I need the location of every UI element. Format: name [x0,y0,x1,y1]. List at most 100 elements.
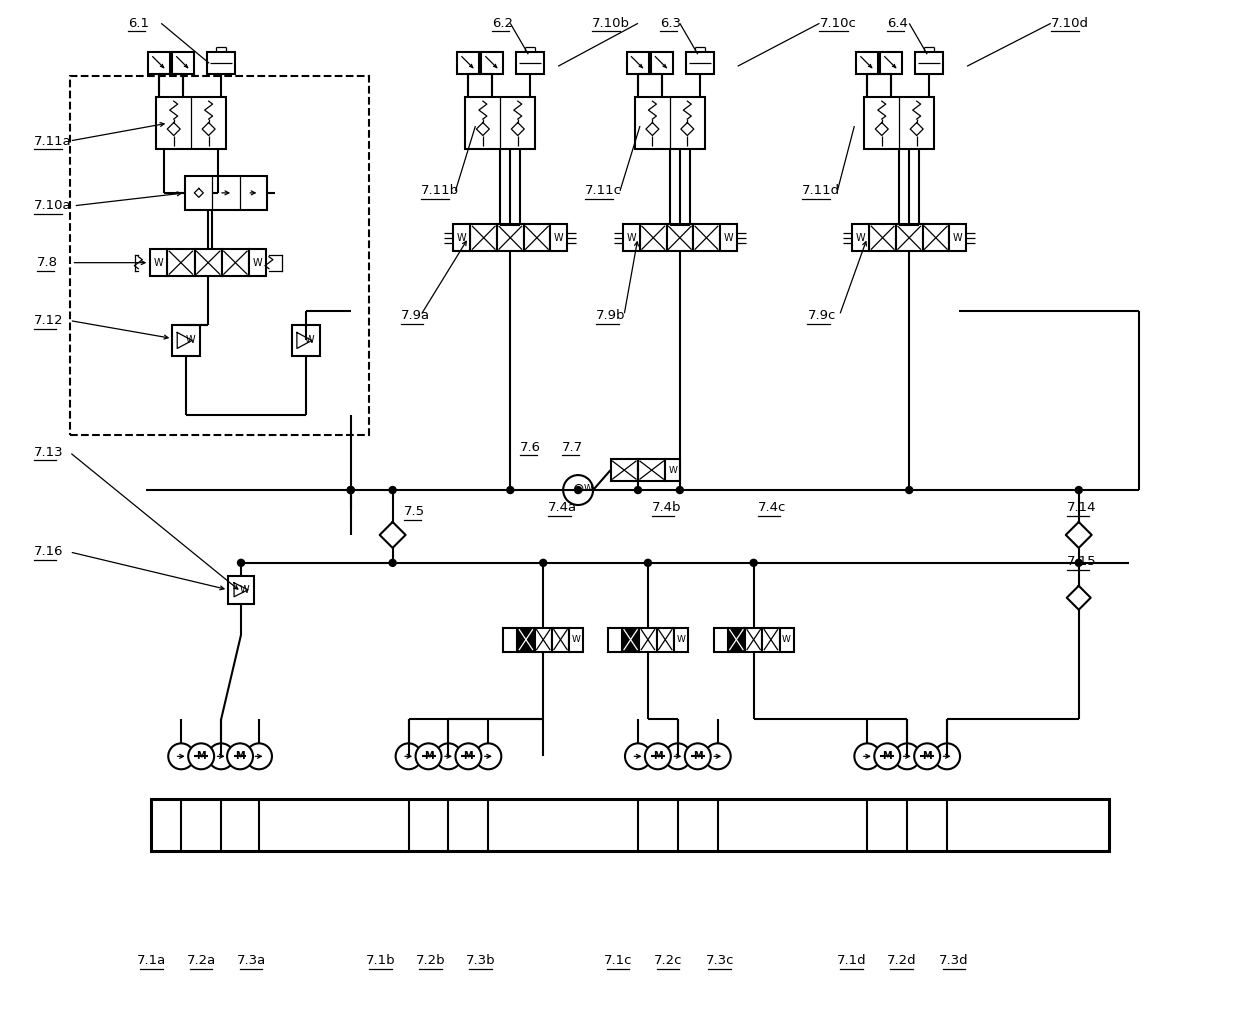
Bar [503,627,517,652]
Bar [523,224,551,251]
Circle shape [415,743,441,769]
Text: 7.14: 7.14 [1066,501,1096,515]
Text: 7.10c: 7.10c [820,17,857,29]
Bar [622,627,640,652]
Text: 7.4a: 7.4a [548,501,578,515]
Bar [637,459,666,481]
Bar [172,52,195,74]
Circle shape [208,743,234,769]
Circle shape [238,559,244,566]
Circle shape [750,559,758,566]
Bar [923,224,949,251]
Circle shape [396,743,422,769]
Text: W: W [305,336,315,345]
Bar [667,224,693,251]
Bar [517,627,534,652]
Text: 7.9b: 7.9b [596,309,625,322]
Circle shape [905,486,913,493]
Bar [150,250,167,276]
Text: 7.1a: 7.1a [136,954,166,967]
Circle shape [563,475,593,505]
Bar [454,224,470,251]
Bar [156,97,226,149]
Bar [481,52,503,74]
Text: W: W [253,258,263,268]
Text: M: M [424,751,433,761]
Circle shape [1075,486,1083,493]
Bar [651,52,673,74]
Circle shape [169,743,195,769]
Text: 7.2a: 7.2a [186,954,216,967]
Bar [780,627,794,652]
Circle shape [645,743,671,769]
Bar [869,224,897,251]
Text: W: W [782,635,791,645]
Bar [151,799,1109,851]
Text: 6.2: 6.2 [492,17,513,29]
Text: 7.5: 7.5 [403,505,425,519]
Text: 7.2b: 7.2b [415,954,445,967]
Text: M: M [883,751,892,761]
Bar [516,52,544,74]
Bar [458,52,480,74]
Circle shape [635,486,641,493]
Circle shape [347,486,355,493]
Bar [686,52,714,74]
Bar [167,250,195,276]
Circle shape [347,486,355,493]
Text: 7.3b: 7.3b [465,954,495,967]
Text: 7.1c: 7.1c [604,954,632,967]
Text: W: W [572,635,580,645]
Circle shape [455,743,481,769]
Circle shape [246,743,272,769]
Circle shape [574,486,582,493]
Text: W: W [626,232,636,243]
Text: W: W [952,232,962,243]
Bar [172,325,200,356]
Text: 7.3c: 7.3c [706,954,734,967]
Circle shape [665,743,691,769]
Circle shape [625,743,651,769]
Text: M: M [196,751,206,761]
Bar [69,76,368,435]
Circle shape [854,743,880,769]
Bar [880,52,903,74]
Bar [852,224,869,251]
Text: 7.7: 7.7 [562,441,583,454]
Bar [207,52,236,74]
Circle shape [435,743,461,769]
Text: 7.6: 7.6 [521,441,542,454]
Text: 7.2d: 7.2d [887,954,916,967]
Bar [291,325,320,356]
Bar [610,459,637,481]
Text: 7.15: 7.15 [1066,555,1096,568]
Circle shape [389,559,396,566]
Text: 7.10a: 7.10a [33,199,71,212]
Text: 7.1d: 7.1d [837,954,867,967]
Bar [763,627,780,652]
Text: 7.2c: 7.2c [653,954,682,967]
Bar [693,224,719,251]
Text: 6.3: 6.3 [660,17,681,29]
Circle shape [894,743,920,769]
Text: W: W [458,232,466,243]
Bar [915,52,944,74]
Text: W: W [185,336,195,345]
Bar [640,224,667,251]
Text: M: M [693,751,703,761]
Bar [534,627,552,652]
Bar [864,97,934,149]
Bar [719,224,737,251]
Bar [949,224,966,251]
Text: 6.1: 6.1 [129,17,149,29]
Text: 7.3d: 7.3d [939,954,968,967]
Bar [745,627,763,652]
Bar [897,224,923,251]
Bar [185,176,267,210]
Bar [497,224,523,251]
Bar [608,627,622,652]
Bar [249,250,265,276]
Text: M: M [464,751,474,761]
Bar [465,97,536,149]
Bar [673,627,688,652]
